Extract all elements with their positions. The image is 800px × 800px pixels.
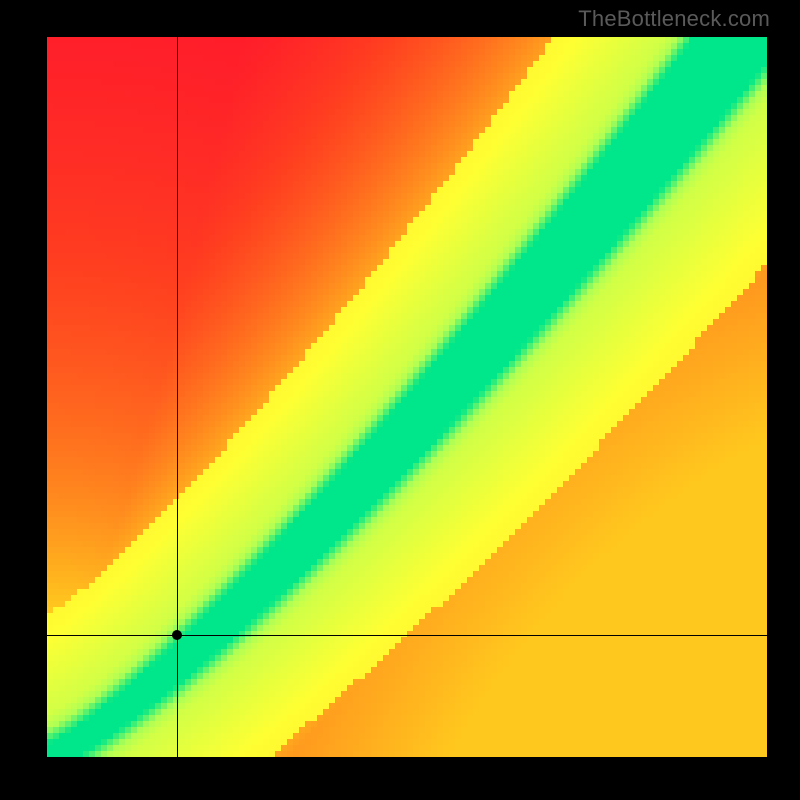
watermark-text: TheBottleneck.com — [578, 6, 770, 32]
chart-container: TheBottleneck.com — [0, 0, 800, 800]
bottleneck-heatmap — [47, 37, 767, 757]
crosshair-vertical — [177, 37, 178, 757]
crosshair-horizontal — [47, 635, 767, 636]
